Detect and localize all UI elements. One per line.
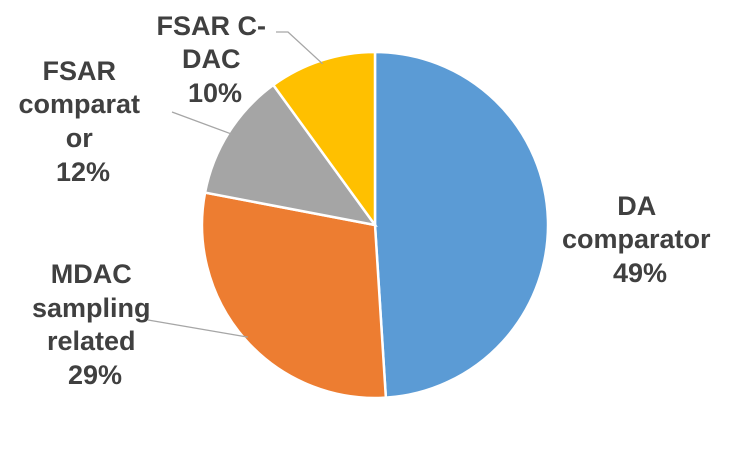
label-mdac-line-3: related [47, 326, 136, 356]
slice-labels: DA comparator 49% MDAC sampling related … [18, 11, 718, 390]
pie-slice-mdac-sampling-related [200, 191, 388, 400]
label-mdac-line-2: sampling [32, 293, 151, 323]
leader-line-fsar-comparator [171, 111, 233, 135]
leader-line-fsar-c-dac [276, 31, 324, 65]
pie-slice-da-comparator [373, 50, 550, 399]
label-fsar-comparator-line-3: or [66, 123, 93, 153]
label-fsar-comparator-value: 12% [56, 157, 110, 187]
label-fsar-comparator-line-2: comparat [18, 89, 140, 119]
label-da-comparator-line-2: comparator [562, 224, 711, 254]
label-fsar-c-dac-value: 10% [188, 78, 242, 108]
label-da-comparator-line-1: DA [617, 191, 655, 221]
leader-lines [147, 31, 324, 338]
label-fsar-comparator-line-1: FSAR [42, 56, 116, 86]
label-mdac-sampling-related: MDAC sampling related 29% [32, 259, 158, 390]
label-fsar-c-dac-line-1: FSAR C- [156, 11, 266, 41]
pie-slice-fsar-comparator [203, 83, 378, 227]
pie-slices [200, 50, 550, 400]
pie-slice-fsar-c-dac [271, 50, 377, 229]
leader-line-mdac-sampling-related [147, 319, 248, 338]
label-mdac-value: 29% [68, 360, 122, 390]
label-mdac-line-1: MDAC [51, 259, 132, 289]
label-fsar-c-dac: FSAR C- DAC 10% [156, 11, 273, 108]
label-fsar-comparator: FSAR comparat or 12% [18, 56, 147, 187]
label-da-comparator: DA comparator 49% [562, 191, 718, 288]
label-fsar-c-dac-line-2: DAC [182, 44, 241, 74]
label-da-comparator-value: 49% [613, 258, 667, 288]
